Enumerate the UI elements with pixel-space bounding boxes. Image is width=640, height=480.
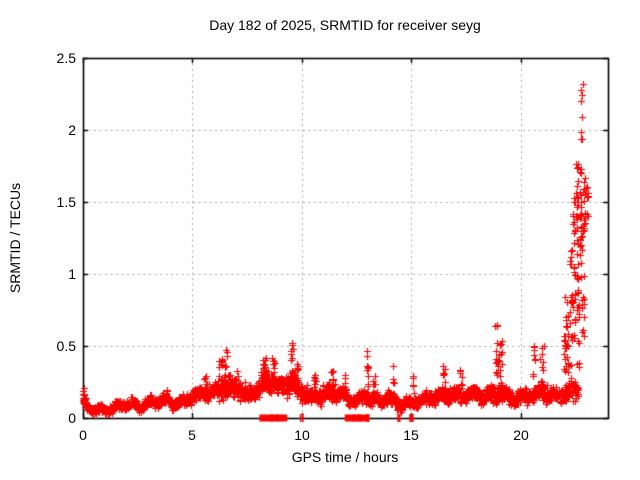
x-tick-label-10: 10 [294, 427, 310, 443]
y-axis-label: SRMTID / TECUs [7, 182, 23, 294]
chart-title: Day 182 of 2025, SRMTID for receiver sey… [209, 17, 481, 33]
y-tick-label-0: 0 [68, 410, 76, 426]
y-tick-label-2.5: 2.5 [56, 50, 76, 66]
y-tick-label-1.5: 1.5 [56, 194, 76, 210]
y-tick-label-0.5: 0.5 [56, 338, 76, 354]
x-tick-label-5: 5 [188, 427, 196, 443]
x-tick-label-0: 0 [79, 427, 87, 443]
x-tick-label-15: 15 [403, 427, 419, 443]
y-tick-label-1: 1 [68, 266, 76, 282]
x-tick-label-20: 20 [513, 427, 529, 443]
y-tick-label-2: 2 [68, 122, 76, 138]
x-axis-label: GPS time / hours [291, 449, 399, 465]
